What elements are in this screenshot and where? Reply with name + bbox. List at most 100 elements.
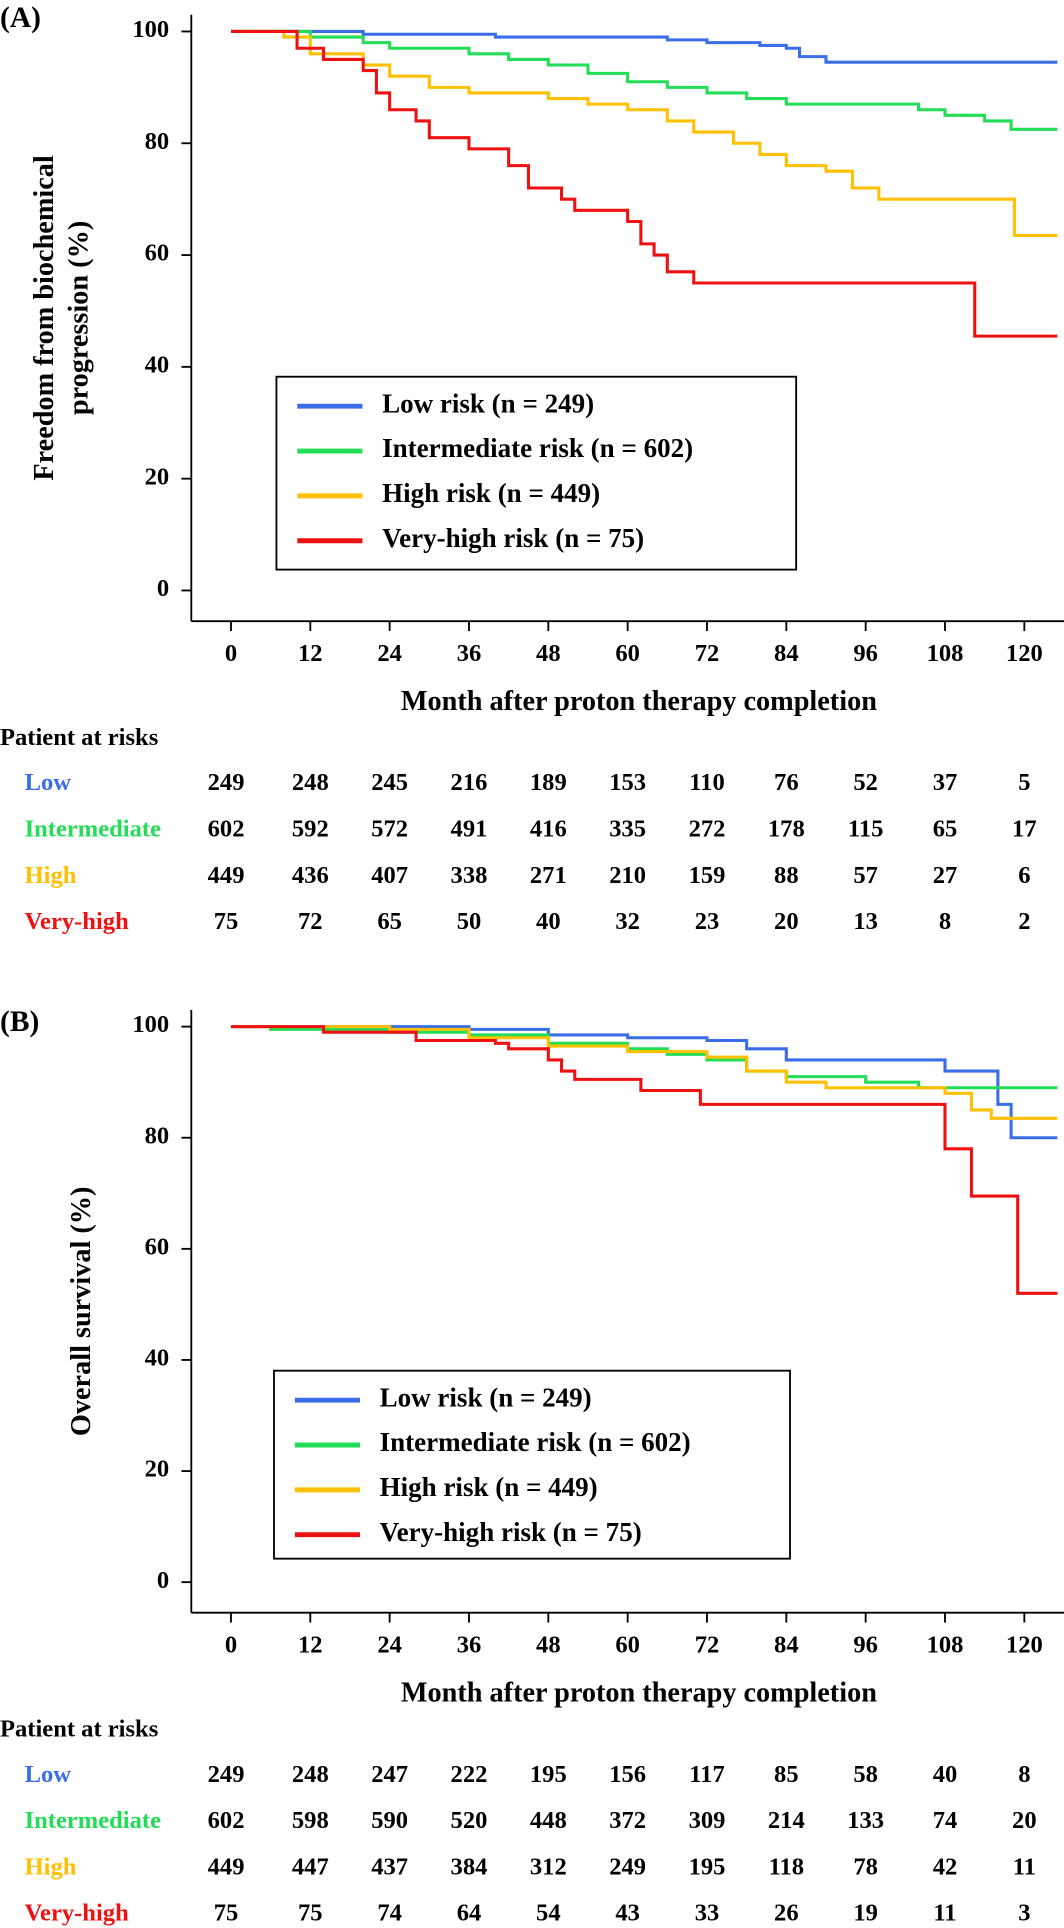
x-tick-label: 108: [927, 640, 964, 667]
risk-count: 195: [689, 1853, 726, 1880]
survival-curve: [230, 29, 1058, 64]
survival-curve: [230, 1025, 1058, 1140]
risk-count: 78: [853, 1853, 878, 1880]
risk-count: 249: [208, 769, 245, 796]
y-tick-label: 60: [145, 240, 170, 267]
x-tick-label: 84: [774, 640, 799, 667]
legend-label: Low risk (n = 249): [382, 388, 594, 418]
risk-count: 592: [292, 816, 329, 843]
risk-count: 335: [609, 816, 646, 843]
y-tick-label: 40: [145, 1345, 170, 1372]
risk-count: 115: [848, 816, 884, 843]
risk-count: 64: [457, 1900, 482, 1927]
survival-curve: [230, 1025, 1058, 1120]
y-tick-label: 60: [145, 1233, 170, 1260]
risk-count: 118: [769, 1853, 805, 1880]
risk-row-label: High: [25, 1853, 77, 1880]
risk-count: 33: [695, 1900, 720, 1927]
risk-count: 247: [371, 1761, 408, 1788]
risk-count: 222: [451, 1761, 488, 1788]
x-tick-label: 96: [853, 640, 878, 667]
legend-label: Very-high risk (n = 75): [382, 523, 644, 553]
x-tick-label: 0: [225, 1632, 237, 1659]
risk-count: 195: [530, 1761, 567, 1788]
risk-count: 52: [853, 769, 878, 796]
risk-count: 74: [933, 1807, 958, 1834]
chart-title: (A): [0, 2, 41, 34]
risk-row-label: Very-high: [25, 1900, 130, 1927]
legend-label: Intermediate risk (n = 602): [382, 433, 693, 463]
risk-count: 13: [853, 908, 878, 935]
risk-count: 249: [609, 1853, 646, 1880]
risk-count: 491: [451, 816, 488, 843]
risk-count: 449: [208, 1853, 245, 1880]
risk-count: 57: [853, 862, 878, 889]
survival-curve: [230, 1025, 1058, 1090]
risk-count: 74: [377, 1900, 402, 1927]
risk-count: 17: [1012, 816, 1037, 843]
risk-count: 372: [609, 1807, 646, 1834]
risk-count: 6: [1018, 862, 1030, 889]
x-tick-label: 0: [225, 640, 237, 667]
risk-count: 11: [1013, 1853, 1036, 1880]
legend-label: Intermediate risk (n = 602): [380, 1427, 691, 1457]
risk-count: 407: [371, 862, 408, 889]
risk-count: 272: [689, 816, 726, 843]
risk-row-label: Low: [25, 769, 72, 796]
risk-count: 602: [208, 816, 245, 843]
risk-count: 338: [451, 862, 488, 889]
risk-count: 42: [933, 1853, 958, 1880]
risk-count: 436: [292, 862, 329, 889]
y-tick-label: 20: [145, 463, 170, 490]
y-tick-label: 0: [157, 575, 169, 602]
risk-count: 110: [689, 769, 725, 796]
risk-count: 153: [609, 769, 646, 796]
x-tick-label: 48: [536, 640, 561, 667]
risk-count: 590: [371, 1807, 408, 1834]
x-tick-label: 84: [774, 1632, 799, 1659]
x-axis-label: Month after proton therapy completion: [401, 686, 877, 717]
risk-count: 26: [774, 1900, 799, 1927]
risk-count: 11: [933, 1900, 956, 1927]
risk-count: 248: [292, 1761, 329, 1788]
risk-count: 40: [536, 908, 561, 935]
risk-count: 449: [208, 862, 245, 889]
risk-count: 214: [768, 1807, 805, 1834]
risk-count: 40: [933, 1761, 958, 1788]
survival-curve: [230, 29, 1058, 338]
x-tick-label: 48: [536, 1632, 561, 1659]
x-tick-label: 72: [695, 1632, 720, 1659]
risk-count: 37: [933, 769, 958, 796]
risk-count: 85: [774, 1761, 799, 1788]
risk-count: 32: [615, 908, 640, 935]
y-tick-label: 100: [132, 16, 169, 43]
risk-count: 245: [371, 769, 408, 796]
risk-count: 602: [208, 1807, 245, 1834]
risk-count: 447: [292, 1853, 329, 1880]
risk-count: 23: [695, 908, 720, 935]
x-tick-label: 120: [1006, 1632, 1043, 1659]
risk-count: 249: [208, 1761, 245, 1788]
risk-count: 248: [292, 769, 329, 796]
risk-count: 65: [377, 908, 402, 935]
risk-row-label: Very-high: [25, 908, 130, 935]
y-tick-label: 20: [145, 1456, 170, 1483]
risk-count: 43: [615, 1900, 640, 1927]
risk-row-label: Low: [25, 1761, 72, 1788]
risk-count: 309: [689, 1807, 726, 1834]
risk-row-label: High: [25, 862, 77, 889]
risk-row-label: Intermediate: [25, 1807, 162, 1834]
risk-count: 156: [609, 1761, 646, 1788]
x-tick-label: 24: [377, 1632, 402, 1659]
risk-count: 75: [214, 1900, 239, 1927]
y-tick-label: 100: [132, 1011, 169, 1038]
x-tick-label: 60: [615, 1632, 640, 1659]
survival-curve: [230, 29, 1058, 131]
risk-count: 54: [536, 1900, 561, 1927]
risk-count: 159: [689, 862, 726, 889]
y-tick-label: 80: [145, 128, 170, 155]
x-tick-label: 108: [927, 1632, 964, 1659]
risk-count: 520: [451, 1807, 488, 1834]
